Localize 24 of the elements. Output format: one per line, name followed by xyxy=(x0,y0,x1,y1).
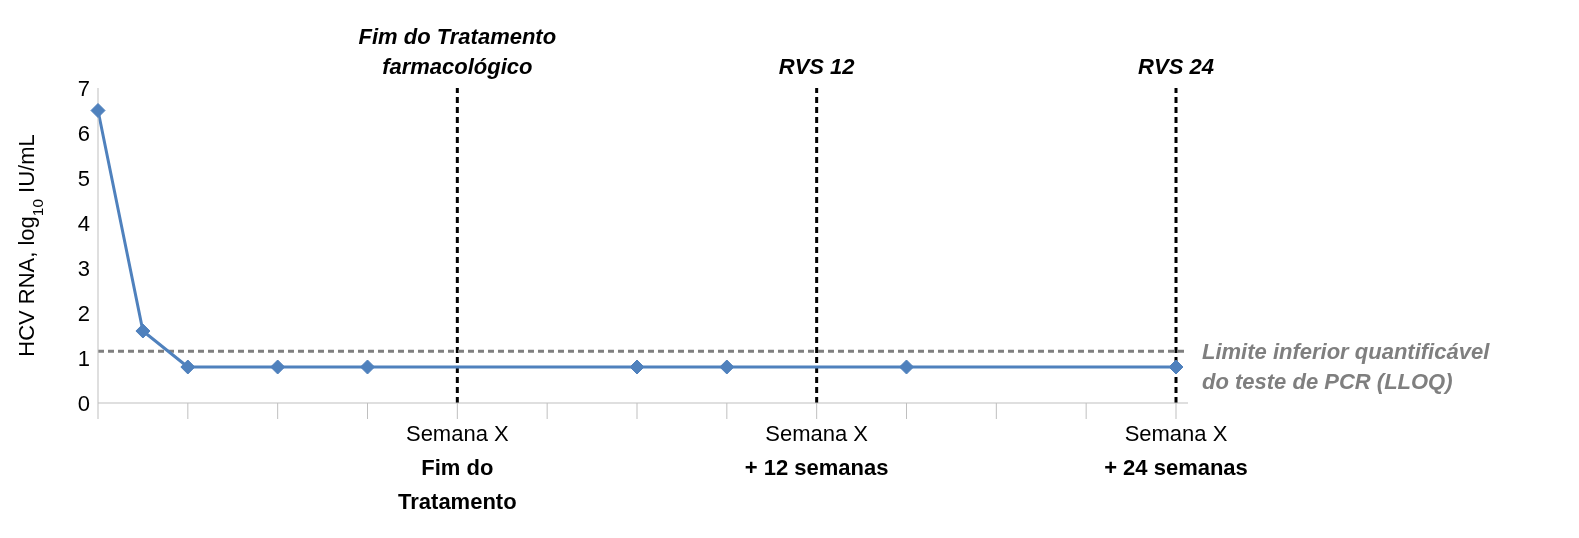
y-tick-label: 7 xyxy=(77,75,90,101)
ref-line-label: Limite inferior quantificável do teste de PCR (LLOQ) xyxy=(1202,339,1491,395)
y-tick-label: 6 xyxy=(77,120,90,146)
point xyxy=(899,359,914,375)
point xyxy=(135,323,151,339)
y-tick-label: 5 xyxy=(77,165,90,191)
ref-line-label: RVS 24 xyxy=(1138,54,1214,79)
y-tick-label: 2 xyxy=(77,300,90,326)
point xyxy=(180,359,196,375)
point xyxy=(270,359,286,375)
y-tick-label: 4 xyxy=(77,210,90,236)
ref-line-label: Fim do Tratamento farmacológico xyxy=(358,24,557,79)
point xyxy=(90,103,106,118)
y-tick-label: 0 xyxy=(77,390,90,416)
ref-line-label: RVS 12 xyxy=(778,54,856,79)
x-tick-label: Semana X + 12 semanas xyxy=(744,421,889,480)
point xyxy=(1168,359,1184,375)
point xyxy=(360,359,375,375)
y-tick-label: 1 xyxy=(77,345,90,371)
x-tick-label: Semana X + 24 semanas xyxy=(1104,421,1248,480)
y-tick-label: 3 xyxy=(77,255,90,281)
point xyxy=(719,359,735,375)
x-tick-label: Semana X Fim do Tratamento xyxy=(398,421,517,514)
point xyxy=(629,359,645,375)
